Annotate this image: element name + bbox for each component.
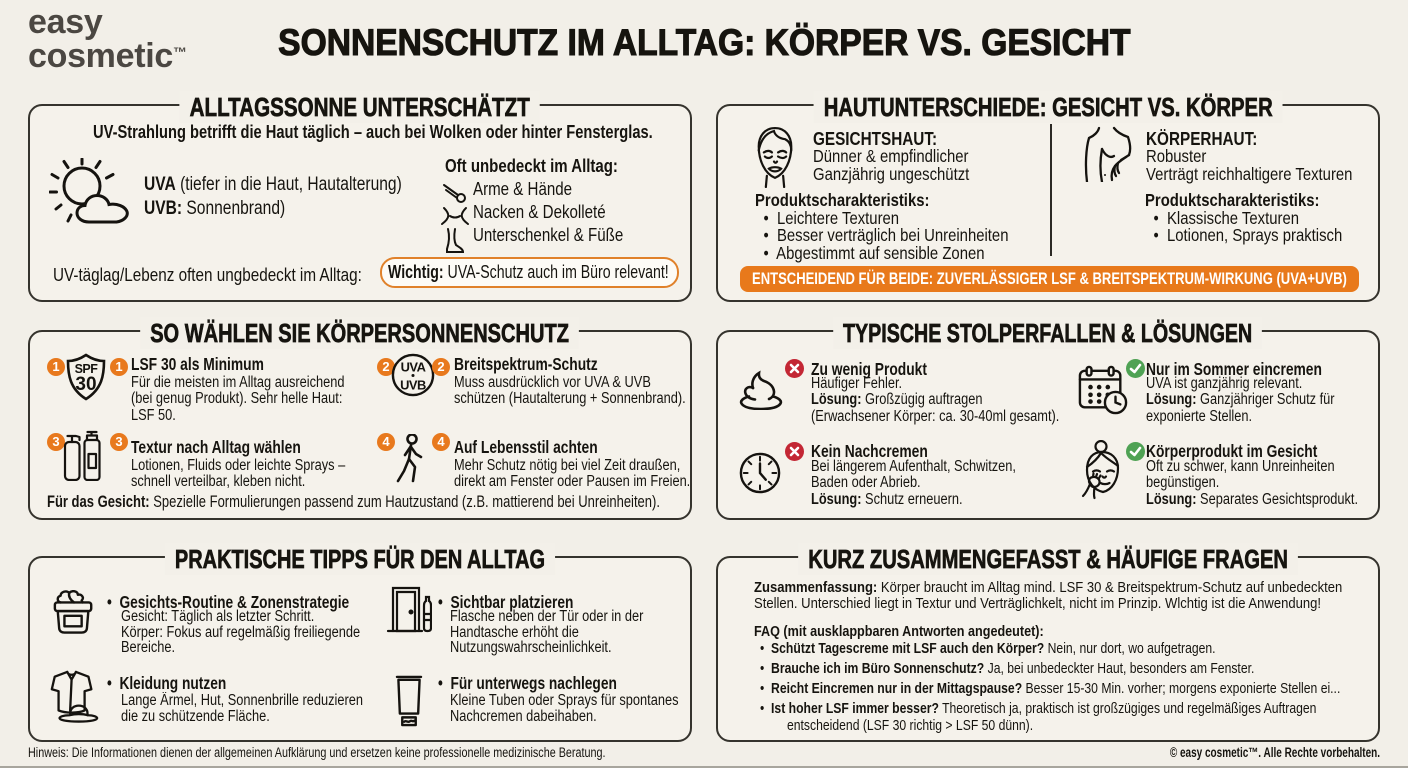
svg-text:30: 30 — [75, 374, 96, 395]
svg-text:SPF: SPF — [75, 362, 99, 376]
svg-text:UVB: UVB — [400, 377, 426, 392]
svg-text:UVA: UVA — [401, 360, 426, 375]
